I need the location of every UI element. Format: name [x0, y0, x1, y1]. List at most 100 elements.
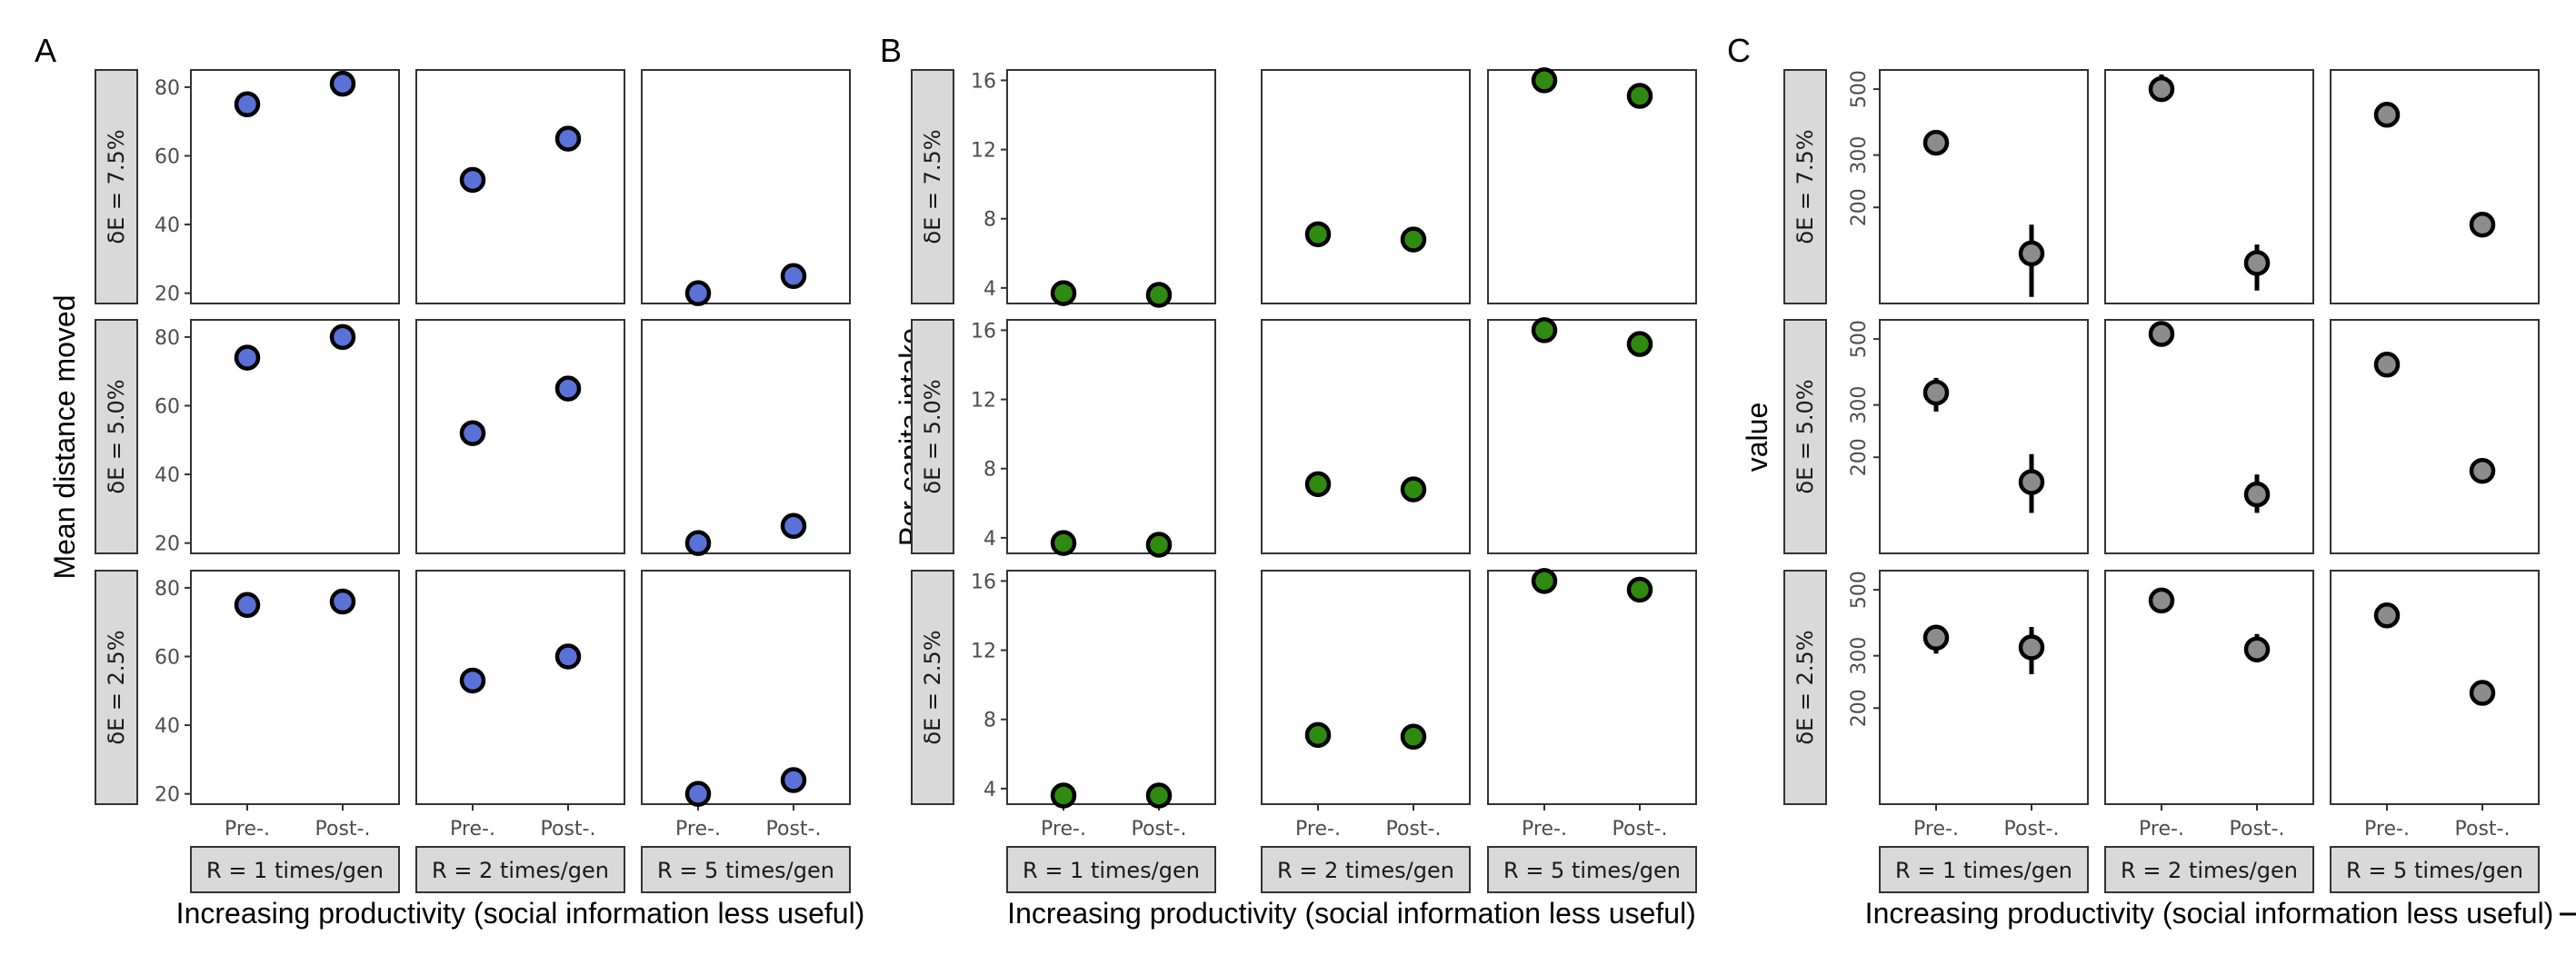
data-point — [554, 125, 582, 152]
data-point — [2373, 602, 2401, 629]
y-tick-label: 4 — [983, 779, 996, 801]
facet-panel — [1261, 570, 1471, 805]
data-point — [2373, 102, 2401, 128]
data-point — [1304, 721, 1332, 749]
x-tick-label: Pre-. — [1522, 818, 1567, 841]
y-axis-title: value — [1741, 403, 1773, 473]
data-point — [684, 530, 712, 556]
data-point — [2148, 321, 2175, 347]
y-tick-label: 12 — [971, 641, 996, 663]
facet-panel — [1879, 570, 2089, 805]
y-axis-title: Mean distance moved — [48, 294, 81, 579]
y-tick-label: 12 — [971, 140, 996, 163]
column-strip-label: R = 1 times/gen — [206, 858, 384, 883]
data-point — [1531, 568, 1558, 594]
data-point — [234, 344, 261, 371]
data-point — [2018, 240, 2045, 267]
facet-panel — [1261, 319, 1471, 554]
x-tick-label: Pre-. — [1913, 818, 1959, 841]
facet-panel — [641, 570, 851, 805]
facet-panel — [641, 319, 851, 554]
facet-panel — [415, 570, 625, 805]
x-tick-label: Pre-. — [450, 818, 495, 841]
x-tick-label: Pre-. — [1295, 818, 1341, 841]
data-point — [329, 588, 356, 615]
data-point — [1145, 532, 1173, 558]
data-point — [1400, 226, 1427, 253]
x-axis-title: Increasing productivity (social informat… — [1865, 897, 2554, 930]
facet-panel — [2330, 69, 2540, 304]
x-tick-label: Post-. — [2004, 818, 2060, 841]
y-tick-label: 200 — [1848, 689, 1871, 727]
x-tick-label: Post-. — [2230, 818, 2285, 841]
data-point — [329, 70, 356, 97]
x-tick-label: Pre-. — [2364, 818, 2410, 841]
column-strip — [190, 846, 400, 893]
data-point — [1304, 471, 1332, 498]
row-strip — [911, 319, 954, 554]
row-strip — [95, 69, 138, 304]
data-point — [780, 767, 807, 793]
column-strip — [2330, 846, 2540, 893]
data-point — [1626, 576, 1653, 603]
data-point — [780, 512, 807, 540]
row-strip-label: δE = 5.0% — [104, 379, 129, 493]
y-tick-label: 4 — [983, 528, 996, 551]
y-tick-label: 500 — [1848, 571, 1871, 609]
data-point — [1626, 331, 1653, 357]
data-point — [1922, 129, 1950, 156]
data-point — [1626, 83, 1653, 109]
row-strip-label: δE = 5.0% — [920, 379, 945, 493]
facet-panel — [1006, 319, 1216, 554]
data-point — [2243, 636, 2271, 662]
y-tick-label: 20 — [155, 284, 180, 306]
column-strip — [1879, 846, 2089, 893]
y-tick-label: 300 — [1848, 386, 1871, 424]
x-tick-label: Post-. — [1386, 818, 1442, 841]
row-strip-label: δE = 2.5% — [104, 630, 129, 744]
x-tick-label: Post-. — [766, 818, 822, 841]
data-point — [554, 375, 582, 402]
y-tick-label: 40 — [155, 715, 180, 738]
data-point — [2148, 587, 2175, 614]
x-tick-label: Pre-. — [2139, 818, 2184, 841]
facet-panel — [415, 69, 625, 304]
column-strip — [641, 846, 851, 893]
x-tick-label: Post-. — [541, 818, 596, 841]
y-tick-label: 300 — [1848, 136, 1871, 174]
column-strip-label: R = 5 times/gen — [1503, 858, 1681, 883]
data-point — [1922, 624, 1950, 652]
data-point — [459, 420, 486, 446]
facet-panel — [2104, 319, 2314, 554]
data-point — [1531, 317, 1558, 343]
x-tick-label: Post-. — [315, 818, 371, 841]
column-strip-label: R = 1 times/gen — [1023, 858, 1200, 883]
column-strip — [1006, 846, 1216, 893]
facet-panel — [415, 319, 625, 554]
data-point — [234, 91, 261, 118]
row-strip — [911, 570, 954, 805]
column-strip — [1261, 846, 1471, 893]
column-strip-label: R = 5 times/gen — [657, 858, 834, 883]
data-point — [684, 280, 712, 306]
facet-panel — [641, 69, 851, 304]
facet-panel — [190, 570, 400, 805]
data-point — [329, 323, 356, 351]
data-point — [2148, 75, 2175, 103]
row-strip-label: δE = 7.5% — [920, 129, 945, 244]
y-tick-label: 80 — [155, 77, 180, 100]
y-tick-label: 80 — [155, 578, 180, 601]
row-strip-label: δE = 7.5% — [1792, 129, 1818, 244]
y-tick-label: 16 — [971, 70, 996, 93]
data-point — [554, 643, 582, 670]
data-point — [2469, 211, 2496, 238]
data-point — [1400, 476, 1427, 502]
x-tick-label: Post-. — [2455, 818, 2511, 841]
panel-label: B — [880, 32, 902, 69]
facet-panel — [1487, 570, 1697, 805]
facet-panel — [1879, 69, 2089, 304]
x-axis-title: Increasing productivity (social informat… — [1007, 897, 1696, 930]
data-point — [1304, 221, 1332, 248]
data-point — [2018, 634, 2045, 661]
